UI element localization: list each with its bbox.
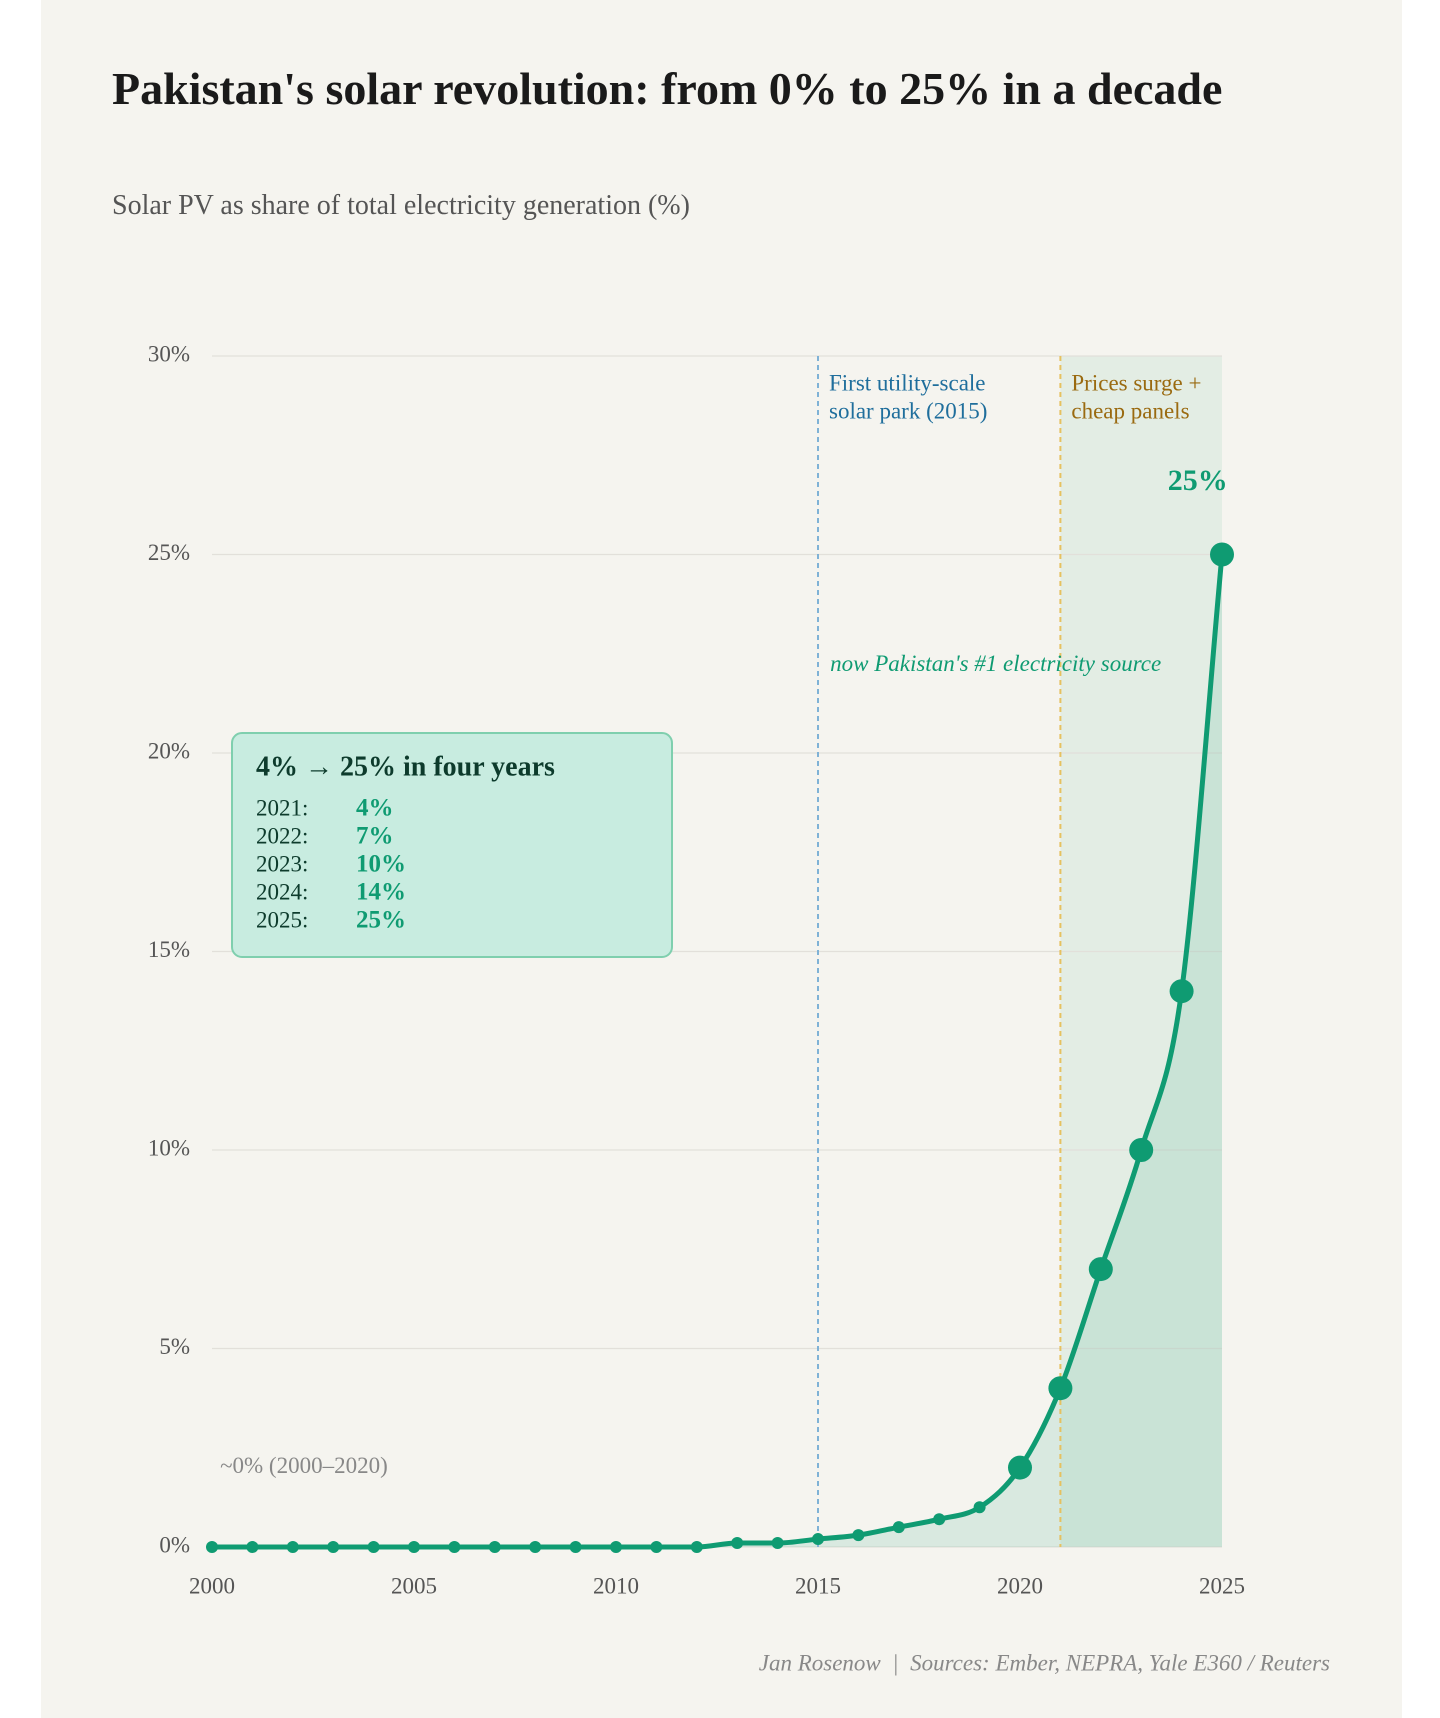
callout-value: 25% [356, 907, 406, 934]
x-tick-label: 2025 [1199, 1573, 1245, 1598]
marker [933, 1513, 946, 1526]
marker [892, 1521, 905, 1534]
x-tick-label: 2015 [795, 1573, 841, 1598]
marker [367, 1541, 380, 1553]
marker [488, 1541, 501, 1553]
callout-year: 2021: [256, 795, 308, 820]
marker [1008, 1455, 1032, 1480]
x-tick-label: 2005 [391, 1573, 437, 1598]
callout-title: 4% → 25% in four years [256, 751, 555, 782]
reference-label: cheap panels [1071, 398, 1189, 423]
annotation: ~0% (2000–2020) [220, 1453, 388, 1478]
y-tick-label: 15% [148, 937, 190, 962]
marker [529, 1541, 542, 1553]
chart-title: Pakistan's solar revolution: from 0% to … [112, 63, 1223, 114]
y-tick-label: 30% [148, 341, 190, 366]
callout-year: 2024: [256, 879, 308, 904]
annotation: 25% [1168, 464, 1228, 497]
y-tick-label: 0% [159, 1532, 190, 1557]
marker [1210, 542, 1234, 567]
callout-value: 7% [356, 823, 394, 850]
reference-label: First utility-scale [829, 370, 986, 395]
marker [610, 1541, 622, 1553]
marker [569, 1541, 582, 1553]
marker [731, 1537, 744, 1550]
marker [771, 1537, 784, 1550]
area [212, 554, 1222, 1547]
marker [408, 1541, 420, 1553]
marker [1169, 979, 1194, 1004]
marker [1088, 1257, 1113, 1282]
y-tick-label: 20% [148, 738, 190, 763]
marker [650, 1541, 663, 1553]
marker [246, 1541, 259, 1553]
marker [286, 1541, 299, 1553]
y-tick-label: 10% [148, 1135, 190, 1160]
chart-subtitle: Solar PV as share of total electricity g… [112, 190, 690, 221]
callout-value: 10% [356, 851, 406, 878]
reference-label: Prices surge + [1071, 370, 1201, 395]
x-tick-label: 2000 [189, 1573, 235, 1598]
marker [1048, 1376, 1073, 1401]
marker [812, 1533, 824, 1546]
marker [852, 1529, 865, 1542]
reference-label: solar park (2015) [829, 398, 987, 423]
marker [206, 1541, 218, 1553]
callout-year: 2022: [256, 823, 308, 848]
y-tick-label: 5% [159, 1334, 190, 1359]
callout-value: 4% [356, 795, 394, 822]
marker [690, 1541, 703, 1553]
marker [1129, 1138, 1154, 1162]
y-tick-label: 25% [148, 540, 190, 565]
annotation: now Pakistan's #1 electricity source [830, 651, 1161, 676]
x-tick-label: 2010 [593, 1573, 639, 1598]
footer: Jan Rosenow | Sources: Ember, NEPRA, Yal… [759, 1650, 1330, 1675]
marker [327, 1541, 340, 1553]
marker [448, 1541, 461, 1553]
callout-year: 2025: [256, 907, 308, 932]
callout-value: 14% [356, 879, 406, 906]
callout-year: 2023: [256, 851, 308, 876]
callout-box [231, 732, 673, 958]
x-tick-label: 2020 [997, 1573, 1043, 1598]
marker [973, 1501, 986, 1514]
